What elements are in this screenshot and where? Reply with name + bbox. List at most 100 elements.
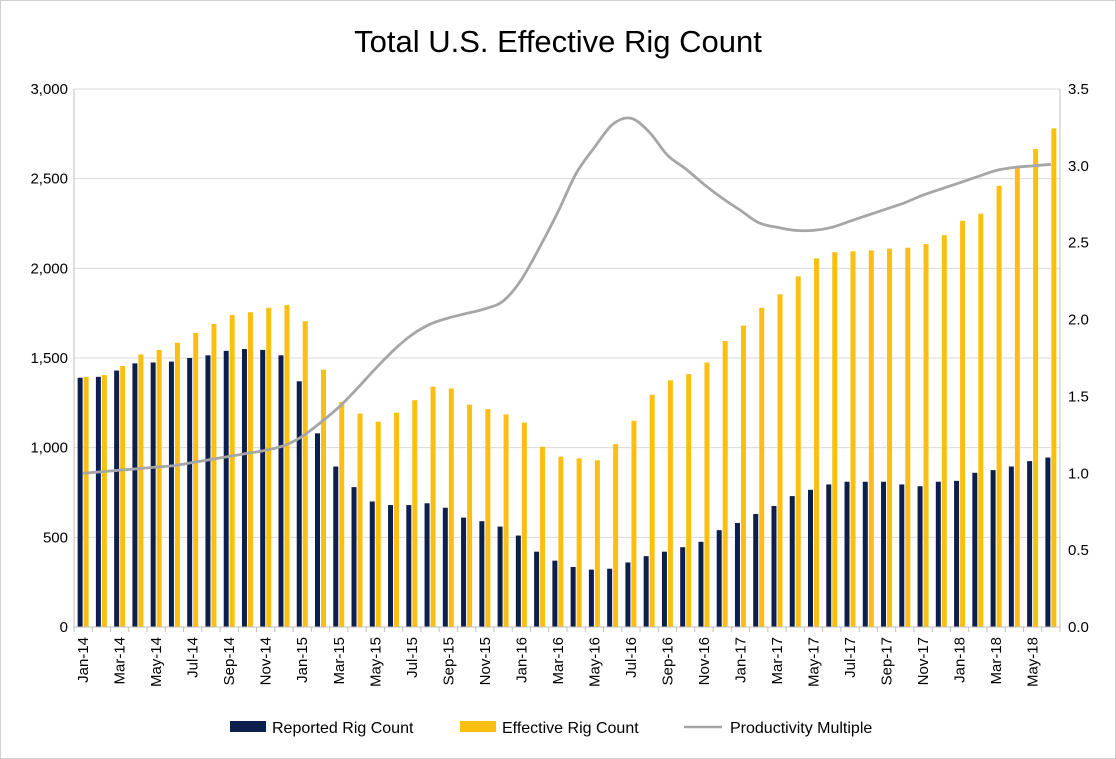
right-tick-label: 0.0	[1068, 619, 1089, 636]
x-tick-label: Jul-16	[623, 637, 640, 678]
x-tick-label: Sep-15	[440, 637, 457, 685]
x-tick-label: May-15	[367, 637, 384, 687]
right-tick-label: 3.0	[1068, 158, 1089, 175]
bar-reported	[716, 530, 722, 627]
bar-reported	[442, 507, 448, 627]
x-tick-label: Mar-16	[550, 637, 567, 685]
bar-effective	[777, 294, 783, 627]
bar-effective	[540, 446, 546, 627]
bar-reported	[132, 363, 138, 627]
x-tick-label: Mar-14	[112, 637, 129, 685]
bar-effective	[321, 369, 326, 627]
legend-swatch-effective	[460, 721, 496, 732]
bar-reported	[625, 562, 631, 627]
left-tick-label: 3,000	[30, 81, 68, 98]
x-tick-label: Nov-15	[477, 637, 494, 685]
bar-effective	[759, 307, 765, 627]
bar-reported	[881, 481, 887, 627]
bar-reported	[826, 484, 832, 627]
bar-reported	[972, 472, 978, 627]
x-tick-label: May-18	[1025, 637, 1042, 687]
left-tick-label: 2,000	[30, 260, 68, 277]
bar-reported	[607, 568, 613, 627]
x-tick-label: Nov-14	[258, 637, 275, 685]
bar-effective	[613, 444, 619, 627]
right-tick-label: 0.5	[1068, 542, 1089, 559]
bar-effective	[412, 400, 418, 627]
bar-reported	[515, 535, 521, 627]
x-axis-ticks: Jan-14 Mar-14 May-14 Jul-14 Sep-14 Nov-14 Jan-…	[75, 637, 1042, 687]
bar-effective	[503, 414, 509, 627]
bar-reported	[954, 480, 960, 627]
x-tick-label: Sep-14	[221, 637, 238, 685]
left-tick-label: 1,000	[30, 440, 68, 457]
bar-reported	[205, 355, 211, 627]
bar-effective	[887, 248, 893, 627]
right-tick-label: 1.5	[1068, 388, 1089, 405]
bar-effective	[138, 354, 144, 627]
bar-effective	[905, 247, 911, 627]
bar-series	[77, 128, 1057, 628]
bar-reported	[661, 551, 667, 627]
left-tick-label: 500	[43, 529, 68, 546]
bar-effective	[284, 305, 290, 627]
left-tick-label: 0	[60, 619, 68, 636]
x-tick-label: May-17	[806, 637, 823, 687]
bar-reported	[461, 517, 467, 627]
bar-reported	[698, 541, 704, 627]
right-tick-label: 2.5	[1068, 235, 1089, 252]
bar-reported	[424, 503, 430, 627]
bar-reported	[917, 486, 923, 627]
bar-reported	[315, 433, 320, 627]
bar-reported	[95, 376, 101, 627]
chart-title: Total U.S. Effective Rig Count	[354, 24, 762, 59]
bar-effective	[467, 404, 473, 627]
bar-reported	[296, 381, 302, 627]
left-tick-label: 1,500	[30, 350, 68, 367]
bar-effective	[850, 251, 856, 627]
bar-effective	[211, 323, 217, 627]
bar-reported	[899, 484, 905, 627]
bar-effective	[594, 460, 600, 627]
legend-reported: Reported Rig Count	[272, 720, 414, 737]
left-axis-ticks: 0 500 1,000 1,500 2,000 2,500 3,000	[30, 81, 68, 636]
bar-effective	[247, 312, 253, 627]
bar-reported	[789, 496, 795, 627]
bar-effective	[814, 258, 819, 627]
bar-reported	[406, 505, 412, 627]
bar-effective	[394, 412, 400, 627]
bar-effective	[1051, 128, 1057, 627]
bar-reported	[168, 361, 174, 627]
bar-effective	[174, 342, 180, 627]
right-tick-label: 2.0	[1068, 312, 1089, 329]
bar-effective	[795, 276, 801, 627]
bar-effective	[1033, 149, 1039, 627]
bar-effective	[960, 220, 966, 627]
x-tick-label: Nov-16	[696, 637, 713, 685]
bar-reported	[241, 349, 247, 627]
bar-reported	[1027, 461, 1033, 627]
x-tick-label: May-14	[148, 637, 165, 687]
bar-effective	[375, 421, 381, 627]
legend-swatch-reported	[230, 721, 266, 732]
bar-reported	[479, 521, 485, 627]
bar-reported	[680, 547, 686, 627]
bar-effective	[266, 307, 272, 627]
x-tick-label: Jul-15	[404, 637, 421, 678]
bar-effective	[101, 375, 107, 627]
bar-reported	[990, 470, 996, 627]
x-tick-label: Mar-17	[769, 637, 786, 685]
x-tick-label: Sep-17	[879, 637, 896, 685]
bar-effective	[521, 422, 527, 627]
bar-effective	[576, 458, 582, 627]
grid-lines	[74, 88, 1060, 538]
bar-reported	[570, 566, 576, 627]
x-tick-label: Nov-17	[915, 637, 932, 685]
x-tick-label: Jan-18	[952, 637, 969, 683]
bar-effective	[193, 332, 199, 627]
bar-effective	[1014, 167, 1020, 627]
bar-reported	[497, 526, 503, 627]
bar-effective	[923, 244, 929, 627]
bar-effective	[357, 413, 363, 627]
